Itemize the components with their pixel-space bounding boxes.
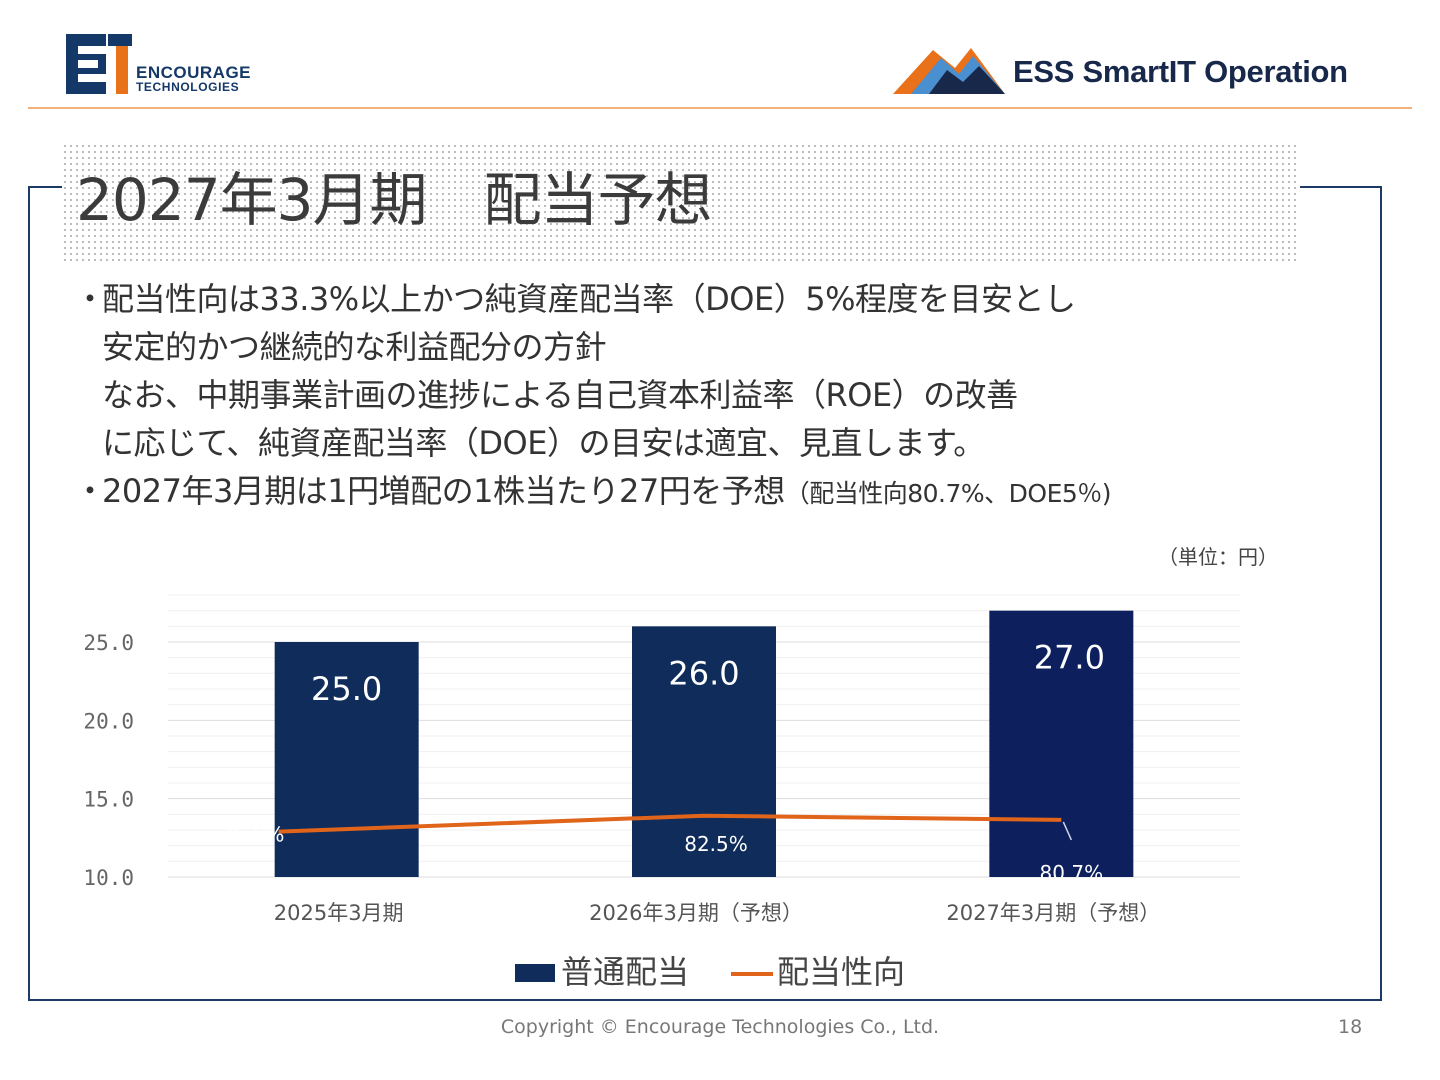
payout-ratio-label: 75.6% (221, 823, 285, 847)
bar-dividend (989, 610, 1134, 877)
ess-logo-text: ESS SmartIT Operation (1013, 54, 1348, 89)
unit-label: （単位：円） (1158, 545, 1278, 569)
bullet-list: ・ 配当性向は33.3%以上かつ純資産配当率（DOE）5%程度を目安とし 安定的… (72, 275, 1372, 518)
bar-value-label: 26.0 (668, 654, 739, 692)
bar-dividend (632, 626, 776, 877)
logo-line1: ENCOURAGE (136, 63, 252, 82)
legend-swatch-bar (515, 964, 555, 982)
bullet-line: なお、中期事業計画の進捗による自己資本利益率（ROE）の改善 (102, 376, 1018, 414)
bullet-marker: ・ (74, 280, 106, 318)
bullet-item: ・ 配当性向は33.3%以上かつ純資産配当率（DOE）5%程度を目安とし 安定的… (72, 275, 1372, 467)
bar-dividend (274, 642, 419, 877)
bar-value-label: 25.0 (311, 670, 382, 708)
et-logo-mark-icon (66, 34, 132, 94)
legend-swatch-line (731, 972, 773, 976)
dividend-chart: 25.0 20.0 15.0 10.0 25.0 26.0 27.0 75.6% 82.5% 80… (83, 594, 1240, 925)
x-category-label: 2026年3月期（予想） (589, 901, 803, 925)
bullet-item: ・ 2027年3月期は1円増配の1株当たり27円を予想（配当性向80.7%、DO… (72, 467, 1372, 518)
bullet-marker: ・ (74, 472, 106, 510)
slide-title: 2027年3月期 配当予想 (76, 166, 713, 234)
title-band (62, 143, 1300, 263)
mountain-logo-icon (893, 48, 1005, 94)
bullet-line: 安定的かつ継続的な利益配分の方針 (102, 328, 607, 366)
ess-smartit-operation-logo: ESS SmartIT Operation (893, 44, 1383, 96)
y-tick-label: 10.0 (83, 866, 134, 890)
bullet-line: に応じて、純資産配当率（DOE）の目安は適宜、見直します。 (102, 424, 985, 462)
payout-ratio-label: 82.5% (684, 832, 748, 856)
label-leader-line (1062, 821, 1073, 841)
x-category-label: 2027年3月期（予想） (946, 901, 1160, 925)
bar-value-label: 27.0 (1034, 639, 1105, 677)
y-tick-label: 20.0 (83, 709, 134, 733)
encourage-technologies-logo: ENCOURAGE TECHNOLOGIES (66, 34, 266, 98)
x-category-label: 2025年3月期 (274, 901, 404, 925)
legend-label-dividend: 普通配当 (561, 953, 690, 991)
payout-ratio-label: 80.7% (1040, 861, 1104, 885)
logo-line2: TECHNOLOGIES (136, 80, 240, 94)
payout-ratio-line (278, 813, 1062, 834)
legend-label-payout: 配当性向 (777, 953, 906, 991)
copyright: Copyright © Encourage Technologies Co., … (500, 1016, 940, 1038)
y-tick-label: 25.0 (83, 631, 134, 655)
bullet-text: 2027年3月期は1円増配の1株当たり27円を予想 (102, 472, 785, 510)
header-divider (28, 107, 1412, 109)
bullet-note: （配当性向80.7%、DOE5％) (784, 479, 1112, 508)
bullet-line: 配当性向は33.3%以上かつ純資産配当率（DOE）5%程度を目安とし (102, 280, 1076, 318)
page-number: 18 (1338, 1016, 1363, 1038)
y-tick-label: 15.0 (83, 788, 134, 812)
